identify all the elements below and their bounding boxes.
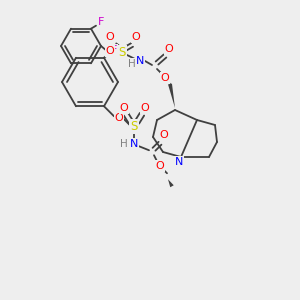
Text: O: O — [165, 44, 173, 54]
Text: O: O — [120, 103, 128, 113]
Text: F: F — [111, 45, 117, 55]
Text: F: F — [98, 17, 104, 27]
Text: O: O — [160, 130, 168, 140]
Text: O: O — [156, 161, 164, 171]
Text: O: O — [160, 73, 169, 83]
Text: O: O — [132, 32, 140, 42]
Text: N: N — [136, 56, 144, 66]
Text: S: S — [130, 120, 138, 133]
Text: H: H — [120, 139, 128, 149]
Text: O: O — [106, 46, 114, 56]
Text: O: O — [141, 103, 149, 113]
Text: S: S — [118, 46, 126, 59]
Text: N: N — [175, 157, 183, 167]
Text: N: N — [130, 139, 138, 149]
Text: O: O — [106, 32, 114, 42]
Polygon shape — [168, 84, 175, 108]
Text: H: H — [128, 59, 136, 69]
Polygon shape — [168, 179, 174, 187]
Text: O: O — [115, 113, 123, 123]
